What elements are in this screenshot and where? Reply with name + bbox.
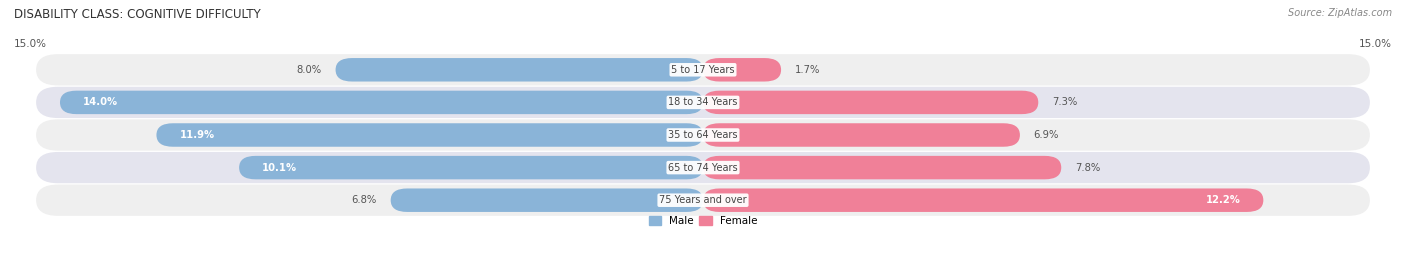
Text: 1.7%: 1.7% bbox=[794, 65, 820, 75]
Text: 15.0%: 15.0% bbox=[14, 39, 46, 49]
Text: 7.3%: 7.3% bbox=[1052, 97, 1077, 107]
Text: 7.8%: 7.8% bbox=[1076, 163, 1101, 173]
Text: 65 to 74 Years: 65 to 74 Years bbox=[668, 163, 738, 173]
Text: 6.9%: 6.9% bbox=[1033, 130, 1059, 140]
Text: 15.0%: 15.0% bbox=[1360, 39, 1392, 49]
Text: 12.2%: 12.2% bbox=[1205, 195, 1240, 205]
Text: 14.0%: 14.0% bbox=[83, 97, 118, 107]
FancyBboxPatch shape bbox=[239, 156, 703, 179]
FancyBboxPatch shape bbox=[703, 123, 1019, 147]
Text: 11.9%: 11.9% bbox=[180, 130, 215, 140]
FancyBboxPatch shape bbox=[336, 58, 703, 82]
FancyBboxPatch shape bbox=[391, 188, 703, 212]
Text: Source: ZipAtlas.com: Source: ZipAtlas.com bbox=[1288, 8, 1392, 18]
FancyBboxPatch shape bbox=[703, 156, 1062, 179]
Text: 35 to 64 Years: 35 to 64 Years bbox=[668, 130, 738, 140]
Legend: Male, Female: Male, Female bbox=[644, 212, 762, 230]
FancyBboxPatch shape bbox=[37, 87, 1369, 118]
Text: 6.8%: 6.8% bbox=[352, 195, 377, 205]
Text: 75 Years and over: 75 Years and over bbox=[659, 195, 747, 205]
Text: 8.0%: 8.0% bbox=[297, 65, 322, 75]
Text: DISABILITY CLASS: COGNITIVE DIFFICULTY: DISABILITY CLASS: COGNITIVE DIFFICULTY bbox=[14, 8, 260, 21]
FancyBboxPatch shape bbox=[37, 54, 1369, 85]
Text: 18 to 34 Years: 18 to 34 Years bbox=[668, 97, 738, 107]
FancyBboxPatch shape bbox=[37, 152, 1369, 183]
Text: 5 to 17 Years: 5 to 17 Years bbox=[671, 65, 735, 75]
Text: 10.1%: 10.1% bbox=[262, 163, 297, 173]
FancyBboxPatch shape bbox=[37, 185, 1369, 216]
FancyBboxPatch shape bbox=[60, 91, 703, 114]
FancyBboxPatch shape bbox=[703, 188, 1264, 212]
FancyBboxPatch shape bbox=[37, 119, 1369, 151]
FancyBboxPatch shape bbox=[703, 58, 782, 82]
FancyBboxPatch shape bbox=[156, 123, 703, 147]
FancyBboxPatch shape bbox=[703, 91, 1038, 114]
